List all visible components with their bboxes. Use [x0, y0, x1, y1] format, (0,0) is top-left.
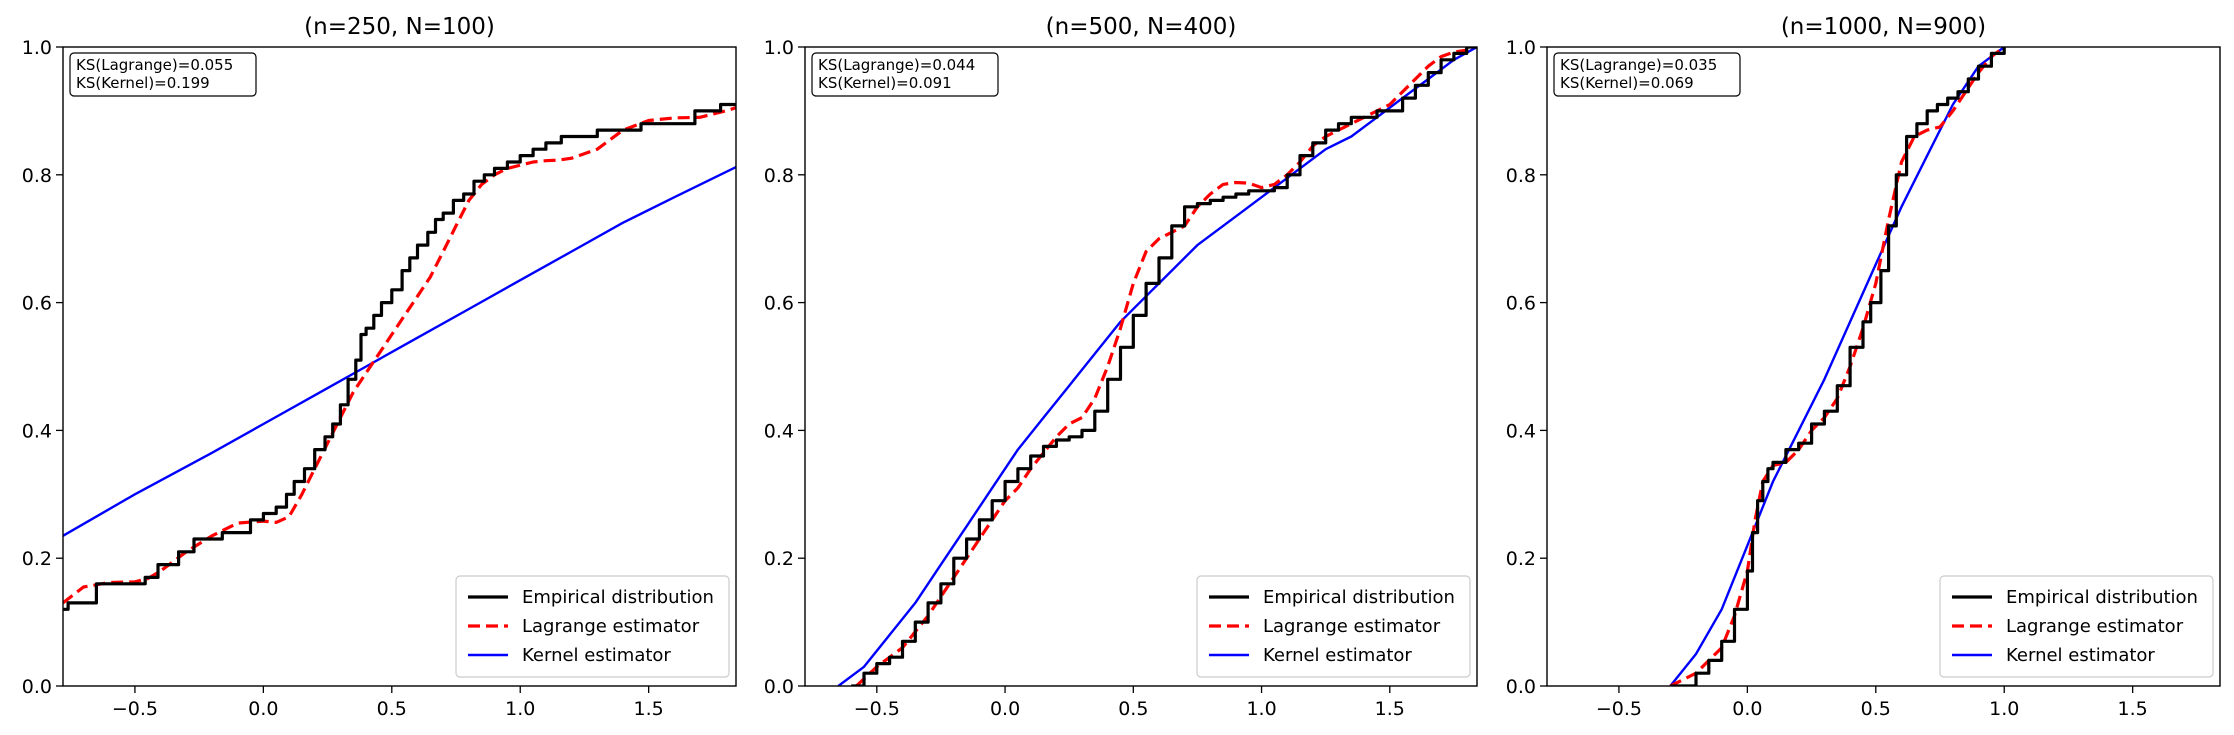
annotation-ks-lagrange: KS(Lagrange)=0.035	[1560, 56, 1717, 74]
y-tick-label: 1.0	[764, 37, 794, 59]
legend-label-lagrange: Lagrange estimator	[522, 616, 700, 637]
chart-title: (n=1000, N=900)	[1781, 14, 1986, 40]
x-tick-label: 1.5	[634, 698, 664, 720]
series-lagrange-line	[63, 106, 736, 605]
x-tick-label: 1.5	[1375, 698, 1405, 720]
legend-label-empirical: Empirical distribution	[2006, 587, 2198, 608]
legend-label-kernel: Kernel estimator	[1263, 645, 1412, 666]
legend-label-kernel: Kernel estimator	[2006, 645, 2155, 666]
legend-label-lagrange: Lagrange estimator	[1263, 616, 1441, 637]
y-tick-label: 0.0	[764, 676, 794, 698]
y-tick-label: 0.8	[764, 165, 794, 187]
annotation-ks-lagrange: KS(Lagrange)=0.055	[76, 56, 233, 74]
legend-label-kernel: Kernel estimator	[522, 645, 671, 666]
chart-title: (n=250, N=100)	[304, 14, 495, 40]
y-tick-label: 0.2	[764, 548, 794, 570]
legend: Empirical distribution Lagrange estimator…	[455, 575, 730, 678]
annotation-ks-kernel: KS(Kernel)=0.199	[76, 74, 210, 92]
legend-box	[455, 575, 730, 678]
legend-label-lagrange: Lagrange estimator	[2006, 616, 2184, 637]
legend: Empirical distribution Lagrange estimator…	[1939, 575, 2214, 678]
x-tick-label: 0.0	[1732, 698, 1762, 720]
x-tick-label: 1.0	[1246, 698, 1276, 720]
legend-label-empirical: Empirical distribution	[1263, 587, 1455, 608]
x-tick-label: 0.5	[1118, 698, 1148, 720]
plot-frame	[1546, 46, 2221, 687]
series-kernel-line	[63, 166, 736, 537]
y-tick-label: 0.2	[1506, 548, 1536, 570]
plot-frame	[62, 46, 737, 687]
annotation-ks-kernel: KS(Kernel)=0.091	[818, 74, 952, 92]
legend: Empirical distribution Lagrange estimator…	[1196, 575, 1471, 678]
y-tick-label: 0.0	[1506, 676, 1536, 698]
legend-box	[1196, 575, 1471, 678]
y-tick-label: 0.4	[22, 420, 52, 442]
x-tick-label: −0.5	[112, 698, 158, 720]
legend-box	[1939, 575, 2214, 678]
series-empirical-line	[1670, 47, 2006, 686]
x-tick-label: 0.0	[990, 698, 1020, 720]
y-tick-label: 0.2	[22, 548, 52, 570]
x-tick-label: 0.0	[248, 698, 278, 720]
x-tick-label: −0.5	[854, 698, 900, 720]
annotation-box	[811, 52, 999, 97]
y-tick-label: 0.6	[22, 293, 52, 315]
series-lagrange-line	[1669, 47, 2006, 686]
annotation-box	[1553, 52, 1741, 97]
x-tick-label: 1.5	[2118, 698, 2148, 720]
y-tick-label: 0.8	[1506, 165, 1536, 187]
chart-panel-3: (n=1000, N=900) 0.0 0.2 0.4 0.6 0.8 1.0 −0.5 0.0…	[1506, 14, 2221, 720]
x-tick-label: 1.0	[1989, 698, 2019, 720]
y-tick-label: 0.6	[764, 293, 794, 315]
legend-label-empirical: Empirical distribution	[522, 587, 714, 608]
x-tick-label: 0.5	[1861, 698, 1891, 720]
y-tick-label: 0.8	[22, 165, 52, 187]
y-tick-label: 0.4	[764, 420, 794, 442]
series-empirical-line	[851, 47, 1477, 686]
y-tick-label: 0.6	[1506, 293, 1536, 315]
annotation-ks-lagrange: KS(Lagrange)=0.044	[818, 56, 975, 74]
series-empirical-line	[63, 102, 736, 611]
x-tick-label: 0.5	[377, 698, 407, 720]
annotation-box	[69, 52, 257, 97]
x-tick-label: 1.0	[505, 698, 535, 720]
chart-panel-2: (n=500, N=400) 0.0 0.2 0.4 0.6 0.8 1.0 −0.5 0.0 0…	[764, 14, 1478, 720]
x-tick-label: −0.5	[1596, 698, 1642, 720]
chart-panel-1: (n=250, N=100) 0.0 0.2 0.4 0.6 0.8 1.0 −0.5 0.0 0…	[22, 14, 737, 720]
plot-frame	[804, 46, 1478, 687]
y-tick-label: 0.4	[1506, 420, 1536, 442]
y-tick-label: 1.0	[1506, 37, 1536, 59]
chart-title: (n=500, N=400)	[1046, 14, 1237, 40]
y-tick-label: 0.0	[22, 676, 52, 698]
annotation-ks-kernel: KS(Kernel)=0.069	[1560, 74, 1694, 92]
y-tick-label: 1.0	[22, 37, 52, 59]
series-kernel-line	[1669, 47, 2005, 686]
